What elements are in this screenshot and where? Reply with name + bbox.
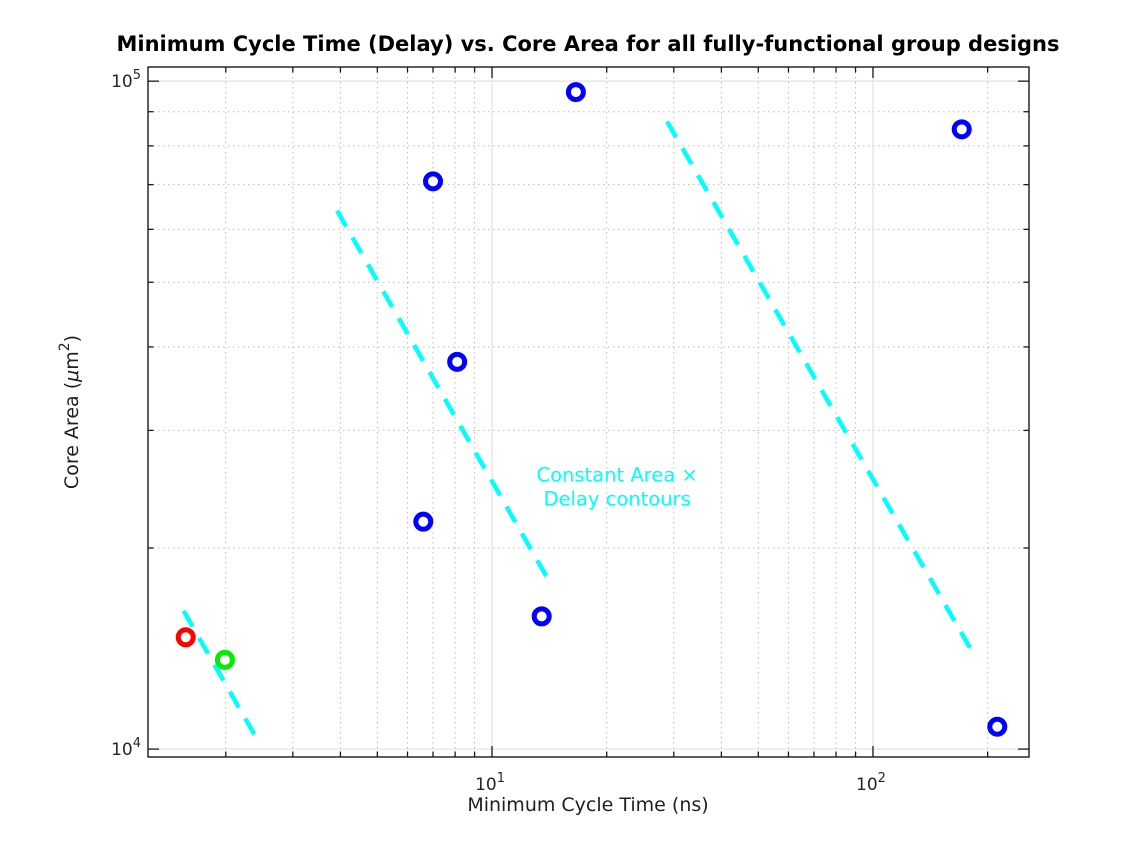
axes-box-border [147, 66, 1030, 758]
axes-box [147, 66, 1030, 758]
data-point-design-red [175, 627, 196, 648]
data-point-group-designs-blue [413, 511, 434, 532]
data-point-design-green [214, 649, 235, 670]
y-tick-label: 104 [111, 736, 141, 760]
data-point-group-designs-blue [531, 606, 552, 627]
data-point-group-designs-blue [987, 716, 1008, 737]
x-tick-label: 101 [475, 771, 505, 795]
y-tick-label: 105 [111, 68, 141, 92]
tick-labels: 101 102 104 105 [111, 68, 886, 795]
data-point-group-designs-blue [565, 82, 586, 103]
data-point-group-designs-blue [423, 171, 444, 192]
x-tick-label: 102 [856, 771, 886, 795]
chart-title: Minimum Cycle Time (Delay) vs. Core Area… [116, 32, 1059, 56]
contour-line [665, 120, 974, 653]
data-point-group-designs-blue [447, 351, 468, 372]
major-gridlines [148, 67, 1029, 757]
contour-annotation-line: Delay contours [543, 488, 690, 511]
tick-marks [148, 67, 1029, 757]
data-points-group [175, 82, 1008, 737]
contour-annotation-line: Constant Area × [536, 464, 697, 487]
contour-lines-group [181, 120, 974, 741]
x-axis-label: Minimum Cycle Time (ns) [467, 794, 708, 816]
y-axis-label: Core Area (μm2) [57, 335, 83, 489]
contour-line [181, 609, 260, 741]
contour-annotation: Constant Area ×Delay contours [536, 464, 697, 511]
contour-line [335, 209, 555, 588]
minor-gridlines [148, 67, 1029, 757]
data-point-group-designs-blue [951, 119, 972, 140]
